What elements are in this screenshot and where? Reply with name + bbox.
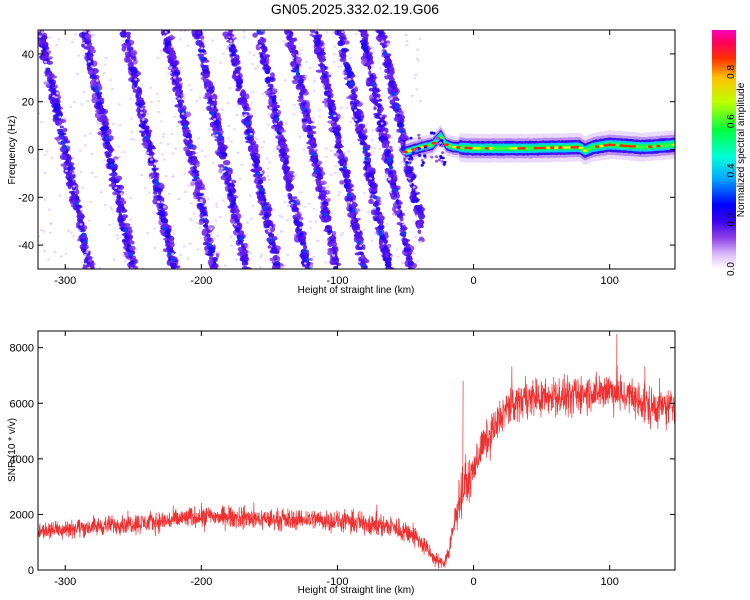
spectrogram-y-label: Frequency (Hz)	[7, 116, 18, 185]
spectrogram-stripe	[309, 30, 370, 269]
snr-series-line	[38, 333, 675, 569]
spectrogram-x-tick-label: 0	[470, 275, 476, 287]
snr-x-tick-label: -200	[190, 576, 212, 588]
snr-plot-area	[38, 331, 675, 570]
snr-x-tick-label: 100	[600, 576, 618, 588]
snr-y-label: SNR (10 * v/v)	[7, 418, 18, 482]
spectrogram-x-tick-label: -300	[54, 275, 76, 287]
colorbar-tick-label: 0.8	[726, 65, 737, 79]
spectrogram-x-tick-label: -200	[190, 275, 212, 287]
spectrogram-y-tick-label: 40	[22, 49, 34, 61]
spectrogram-x-tick-label: -100	[326, 275, 348, 287]
spectrogram-stripe	[252, 30, 314, 269]
spectrogram-y-tick-label: -20	[18, 192, 34, 204]
colorbar-tick-label: 0.6	[726, 114, 737, 128]
spectrogram-y-tick-label: -40	[18, 240, 34, 252]
spectrogram-y-tick-label: 20	[22, 97, 34, 109]
spectrogram-stripe	[284, 30, 342, 269]
colorbar-gradient	[712, 30, 736, 269]
spectrogram-x-label: Height of straight line (km)	[298, 285, 415, 296]
spectrogram-stripe	[357, 30, 418, 269]
spectrogram-x-tick-label: 100	[600, 275, 618, 287]
colorbar-tick-label: 0.4	[726, 163, 737, 177]
spectrogram-direct-signal	[402, 124, 675, 167]
snr-y-tick-label: 6000	[10, 398, 34, 410]
colorbar-ticks: 0.0 0.2 0.4 0.6 0.8	[726, 65, 737, 276]
spectrogram-marks	[38, 30, 675, 269]
colorbar: 0.0 0.2 0.4 0.6 0.8 Normalized spectral ampl…	[712, 30, 747, 276]
snr-y-tick-label: 8000	[10, 343, 34, 355]
snr-y-tick-label: 4000	[10, 454, 34, 466]
spectrogram-y-tick-label: 0	[28, 145, 34, 157]
snr-x-tick-label: 0	[470, 576, 476, 588]
colorbar-tick-label: 0.2	[726, 212, 737, 226]
spectrogram-stripe	[119, 30, 181, 269]
spectrogram-stripe	[375, 30, 426, 243]
spectrogram-stripe	[222, 30, 284, 269]
snr-y-tick-label: 0	[28, 565, 34, 577]
figure-title: GN05.2025.332.02.19.G06	[271, 1, 439, 17]
snr-x-label: Height of straight line (km)	[298, 585, 415, 596]
snr-x-tick-label: -100	[326, 576, 348, 588]
snr-x-tick-label: -300	[54, 576, 76, 588]
colorbar-label: Normalized spectral amplitude	[736, 82, 747, 217]
snr-frame	[37, 330, 676, 571]
colorbar-tick-label: 0.0	[726, 262, 737, 276]
snr-y-tick-label: 2000	[10, 509, 34, 521]
